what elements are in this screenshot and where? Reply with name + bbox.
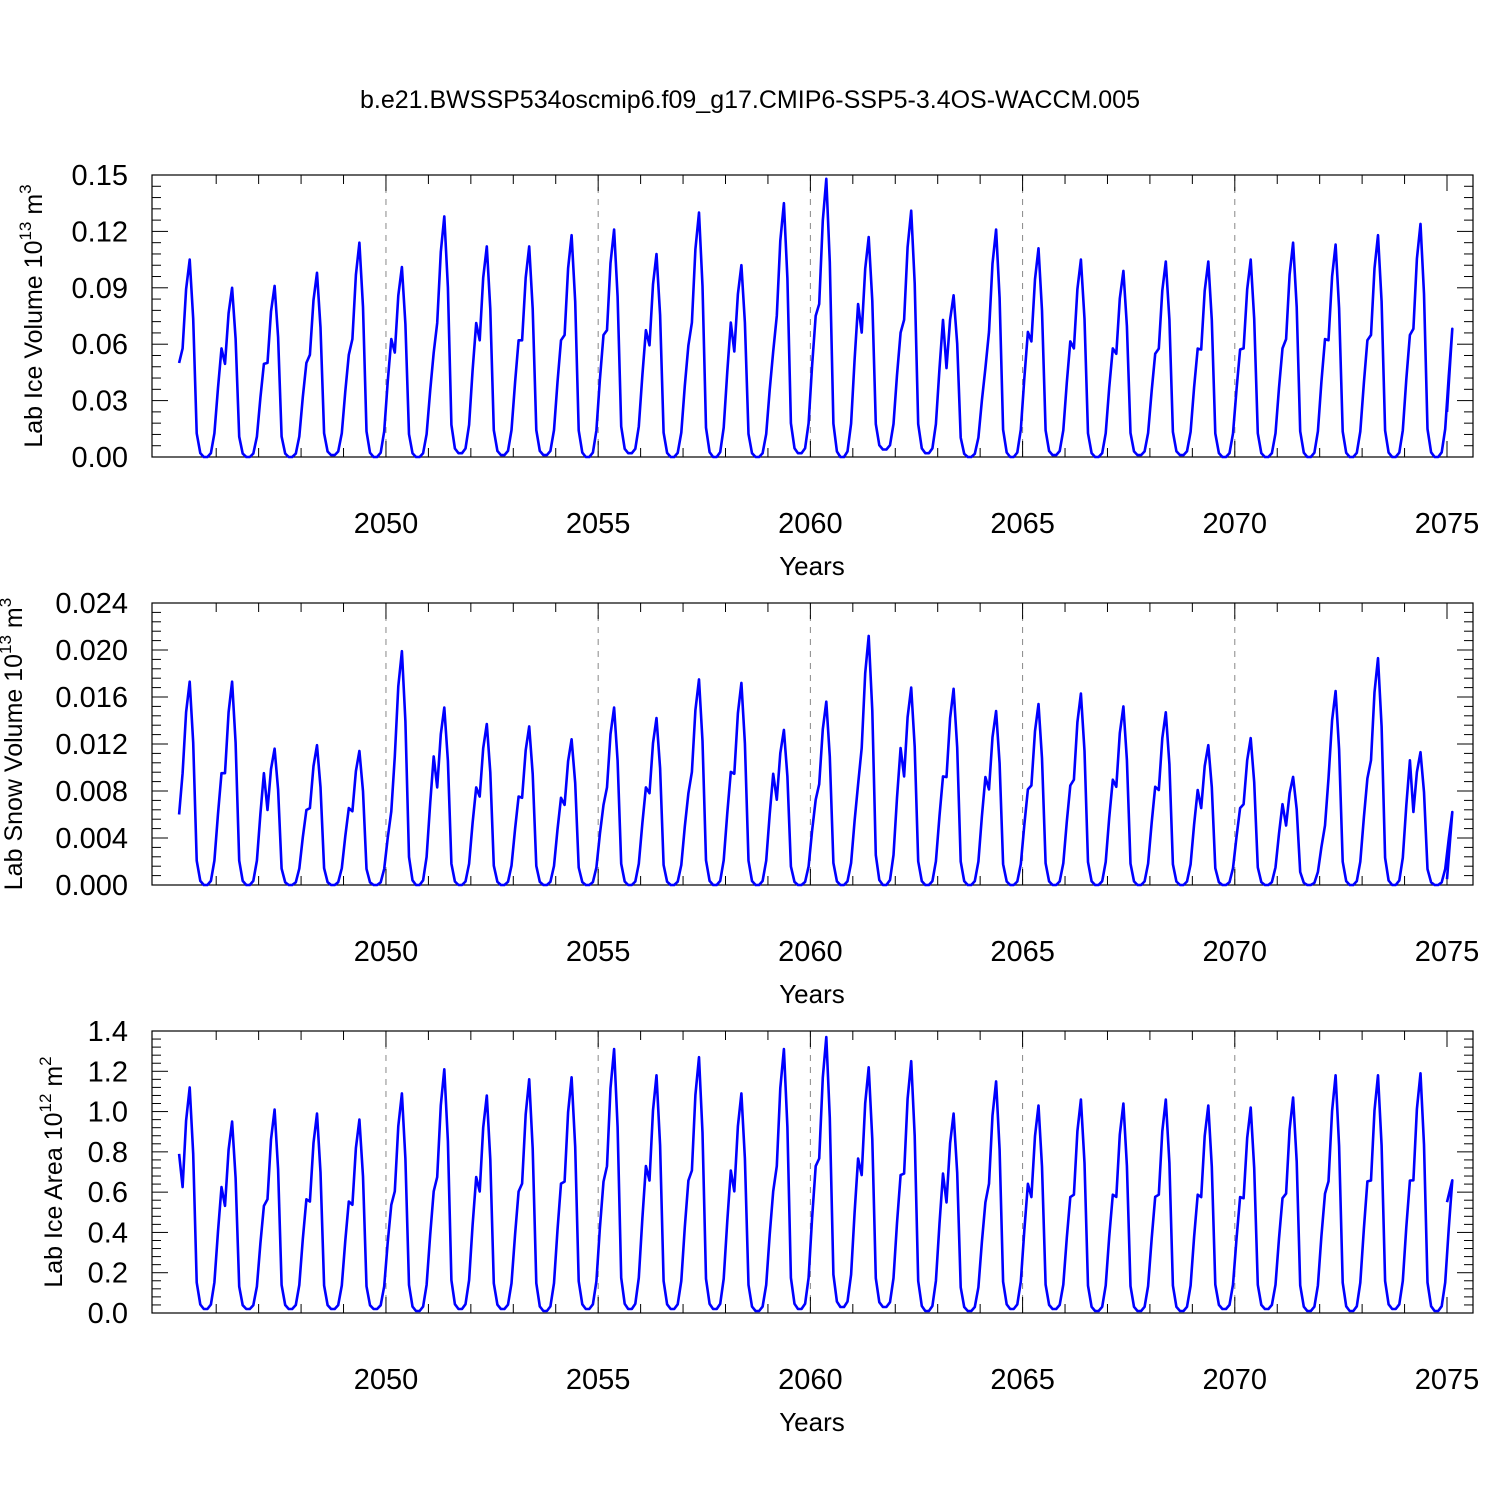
panel-lab-ice-volume: 2050 2055 2060 2065 2070 2075 0.00 0.03 0.06 0.09… — [16, 160, 1479, 581]
y-tick-label: 0.6 — [88, 1177, 128, 1209]
y-tick-label: 0.8 — [88, 1137, 128, 1169]
plot-frame — [151, 1030, 1474, 1314]
y-tick-label: 0.020 — [55, 635, 128, 667]
y-tick-label: 0.00 — [72, 442, 128, 474]
x-tick-label: 2050 — [354, 508, 419, 540]
x-tick-label: 2075 — [1415, 508, 1480, 540]
x-tick-label: 2065 — [990, 936, 1055, 968]
y-tick-label: 1.2 — [88, 1056, 128, 1088]
y-axis-label: Lab Ice Volume 1013 m3 — [16, 184, 48, 447]
x-tick-label: 2075 — [1415, 936, 1480, 968]
y-tick-label: 0.06 — [72, 329, 128, 361]
x-tick-label: 2070 — [1203, 936, 1268, 968]
y-tick-label: 0.0 — [88, 1298, 128, 1330]
x-axis-label: Years — [779, 1407, 845, 1437]
x-tick-label: 2060 — [778, 508, 843, 540]
y-tick-label: 0.012 — [55, 729, 128, 761]
y-tick-label: 1.0 — [88, 1097, 128, 1129]
y-tick-label: 0.008 — [55, 776, 128, 808]
x-tick-label: 2075 — [1415, 1364, 1480, 1396]
y-tick-label: 0.09 — [72, 273, 128, 305]
x-axis-label: Years — [779, 979, 845, 1009]
x-axis-label: Years — [779, 551, 845, 581]
y-axis-label: Lab Snow Volume 1013 m3 — [0, 598, 28, 890]
panel-lab-snow-volume: 2050 2055 2060 2065 2070 2075 0.000 0.004 0.008 0… — [0, 588, 1479, 1009]
y-tick-label: 0.000 — [55, 870, 128, 902]
y-tick-label: 0.12 — [72, 216, 128, 248]
series-line-lab-snow-volume — [177, 634, 1454, 887]
x-tick-label: 2065 — [990, 508, 1055, 540]
x-tick-label: 2070 — [1203, 508, 1268, 540]
y-tick-label: 0.15 — [72, 160, 128, 192]
y-tick-label: 0.004 — [55, 823, 128, 855]
x-tick-label: 2060 — [778, 936, 843, 968]
y-tick-label: 0.03 — [72, 386, 128, 418]
plot-frame — [151, 174, 1474, 458]
panel-lab-ice-area: 2050 2055 2060 2065 2070 2075 0.0 0.2 0.4 0.6 0.8 1… — [36, 1016, 1479, 1437]
chart-title: b.e21.BWSSP534oscmip6.f09_g17.CMIP6-SSP5… — [360, 86, 1140, 114]
x-tick-label: 2065 — [990, 1364, 1055, 1396]
y-tick-label: 0.4 — [88, 1217, 128, 1249]
x-tick-label: 2055 — [566, 1364, 631, 1396]
plot-frame — [151, 602, 1474, 886]
x-tick-label: 2050 — [354, 936, 419, 968]
y-tick-label: 0.024 — [55, 588, 128, 620]
x-tick-label: 2055 — [566, 508, 631, 540]
series-line-lab-ice-area — [177, 1035, 1454, 1313]
y-tick-label: 0.2 — [88, 1258, 128, 1290]
y-tick-label: 0.016 — [55, 682, 128, 714]
series-line-lab-ice-volume — [177, 177, 1454, 459]
x-tick-label: 2070 — [1203, 1364, 1268, 1396]
x-tick-label: 2060 — [778, 1364, 843, 1396]
y-tick-label: 1.4 — [88, 1016, 128, 1048]
x-tick-label: 2055 — [566, 936, 631, 968]
y-axis-label: Lab Ice Area 1012 m2 — [36, 1056, 68, 1287]
x-tick-label: 2050 — [354, 1364, 419, 1396]
